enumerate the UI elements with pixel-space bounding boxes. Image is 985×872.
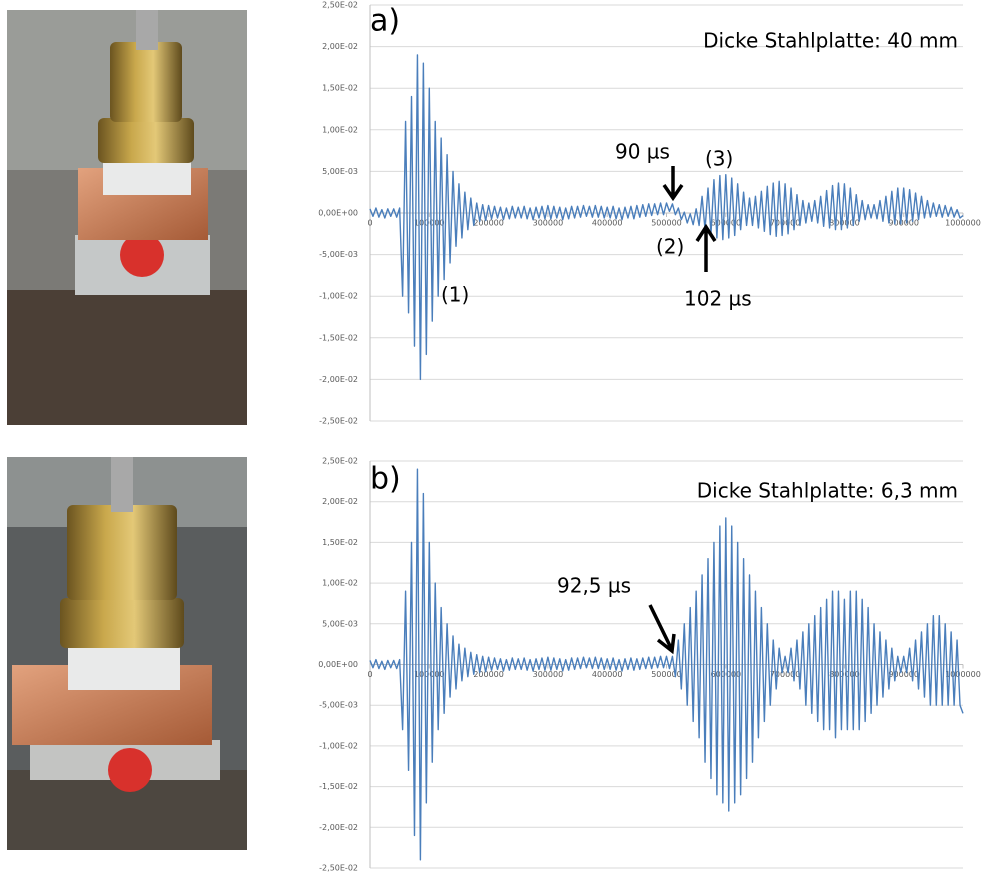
y-tick-label: -1,00E-02 [319, 292, 358, 301]
y-tick-label: -1,50E-02 [319, 782, 358, 791]
x-tick-label: 0 [367, 670, 372, 679]
signal-line [369, 468, 964, 861]
x-tick-label: 800000 [829, 670, 860, 679]
annotations-b: b) Dicke Stahlplatte: 6,3 mm 92,5 µs [370, 462, 958, 655]
arrow [648, 604, 676, 655]
x-tick-label: 600000 [711, 219, 742, 228]
arrow [695, 223, 717, 272]
y-tick-label: 1,50E-02 [322, 538, 358, 547]
y-tick-label: 2,50E-02 [322, 457, 358, 466]
x-tick-label: 300000 [533, 670, 564, 679]
annotations-a: a) Dicke Stahlplatte: 40 mm 90 µs (3) (2… [370, 4, 958, 311]
x-tick-label: 600000 [711, 670, 742, 679]
x-tick-label: 900000 [888, 219, 919, 228]
y-tick-label: 0,00E+00 [318, 209, 358, 218]
panel-label: b) [370, 462, 401, 497]
photo-b [7, 457, 247, 850]
brass-ring [98, 118, 194, 163]
annotation: (2) [656, 235, 684, 259]
brass-cylinder [110, 42, 182, 122]
x-tick-label: 1000000 [945, 670, 981, 679]
red-label [120, 233, 164, 277]
x-tick-label: 400000 [592, 670, 623, 679]
y-tick-label: 5,00E-03 [322, 619, 358, 628]
x-tick-label: 200000 [473, 670, 504, 679]
y-tick-label: -2,00E-02 [319, 375, 358, 384]
rod [111, 457, 133, 512]
annotation: 90 µs [615, 140, 670, 164]
y-tick-label: -1,00E-02 [319, 741, 358, 750]
x-tick-label: 200000 [473, 219, 504, 228]
y-tick-label: 1,00E-02 [322, 579, 358, 588]
x-tick-label: 800000 [829, 219, 860, 228]
x-tick-label: 700000 [770, 219, 801, 228]
annotation: 92,5 µs [557, 574, 631, 598]
y-tick-label: -2,50E-02 [319, 864, 358, 872]
annotation: (3) [705, 147, 733, 171]
x-tick-label: 900000 [888, 670, 919, 679]
annotation: Dicke Stahlplatte: 40 mm [703, 29, 958, 53]
annotation: Dicke Stahlplatte: 6,3 mm [697, 479, 958, 503]
x-tick-label: 100000 [414, 670, 445, 679]
x-tick-label: 300000 [533, 219, 564, 228]
chart-a: 2,50E-02 2,00E-02 1,50E-02 1,00E-02 5,00E-03… [318, 1, 981, 426]
y-tick-label: 0,00E+00 [318, 660, 358, 669]
brass-ring [60, 598, 184, 648]
y-tick-label: 2,00E-02 [322, 42, 358, 51]
panel-label: a) [370, 4, 400, 39]
x-tick-label: 700000 [770, 670, 801, 679]
y-tick-label: -5,00E-03 [319, 250, 358, 259]
x-tick-label: 1000000 [945, 219, 981, 228]
x-tick-label: 500000 [651, 670, 682, 679]
y-tick-label: 1,50E-02 [322, 84, 358, 93]
annotation: 102 µs [684, 287, 752, 311]
y-tick-label: 1,00E-02 [322, 125, 358, 134]
y-tick-label: -2,00E-02 [319, 823, 358, 832]
y-tick-label: -5,00E-03 [319, 701, 358, 710]
y-tick-label: -2,50E-02 [319, 417, 358, 426]
arrow [662, 166, 684, 202]
signal-line [369, 54, 964, 381]
photo-a [7, 10, 247, 425]
x-tick-label: 400000 [592, 219, 623, 228]
y-tick-label: 2,50E-02 [322, 1, 358, 10]
y-tick-label: 2,00E-02 [322, 497, 358, 506]
y-tick-label: 5,00E-03 [322, 167, 358, 176]
x-tick-label: 100000 [414, 219, 445, 228]
x-tick-label: 500000 [651, 219, 682, 228]
x-tick-label: 0 [367, 219, 372, 228]
rod [136, 10, 158, 50]
steel-plate [7, 290, 247, 425]
red-label [108, 748, 152, 792]
annotation: (1) [441, 283, 469, 307]
y-tick-label: -1,50E-02 [319, 333, 358, 342]
chart-b: 2,50E-02 2,00E-02 1,50E-02 1,00E-02 5,00E-03… [318, 457, 981, 872]
brass-cylinder [67, 505, 177, 600]
